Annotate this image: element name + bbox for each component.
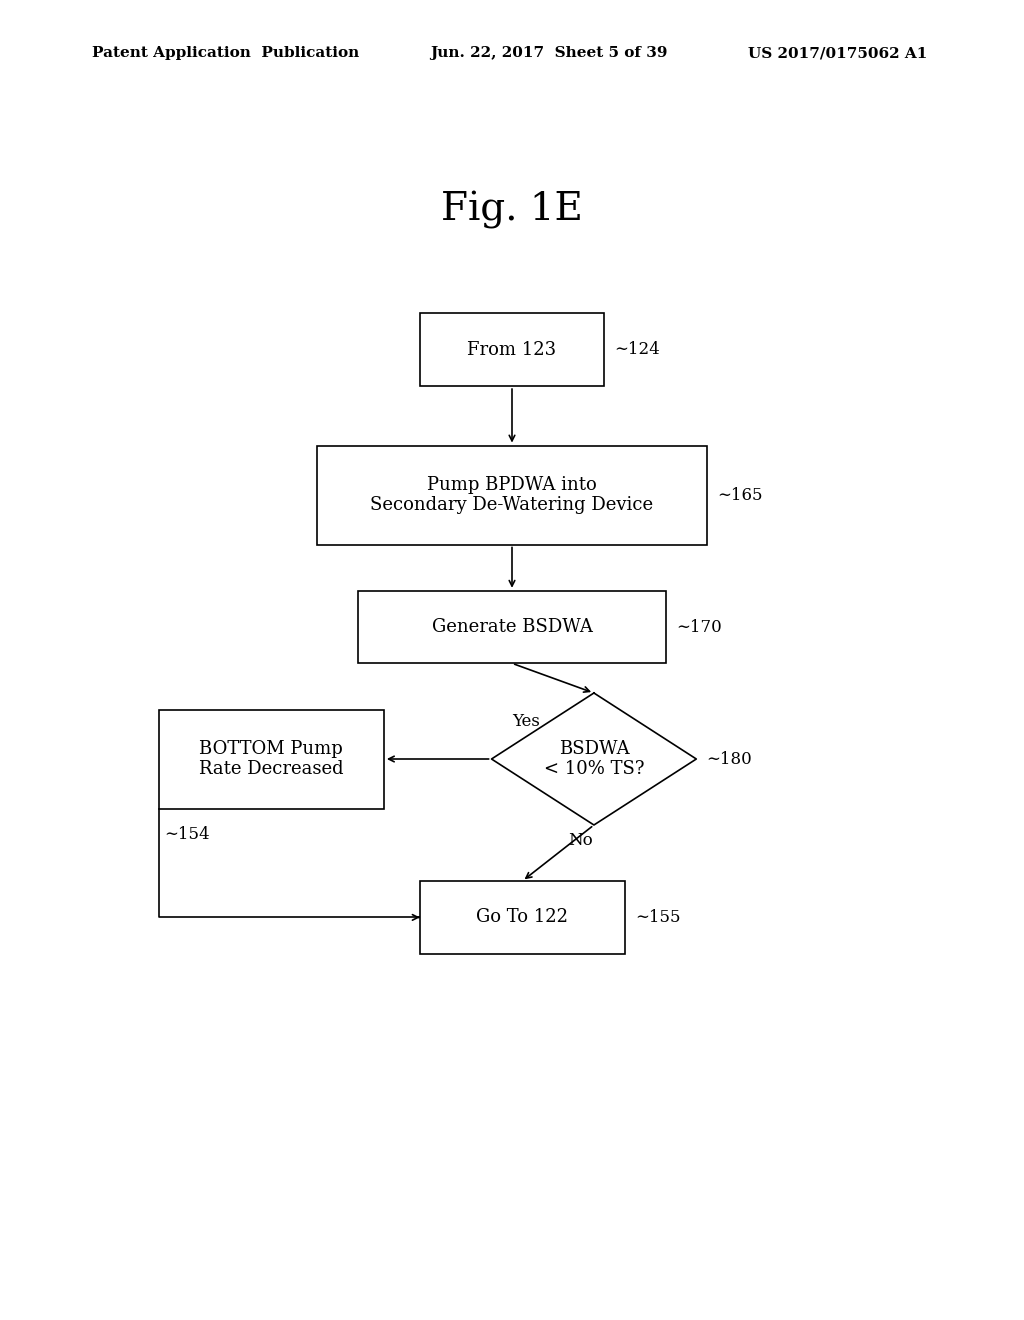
Text: ∼154: ∼154 <box>164 826 210 843</box>
Text: ∼155: ∼155 <box>635 909 680 925</box>
Text: Patent Application  Publication: Patent Application Publication <box>92 46 359 61</box>
FancyBboxPatch shape <box>159 710 384 808</box>
Text: No: No <box>568 832 593 849</box>
Text: Jun. 22, 2017  Sheet 5 of 39: Jun. 22, 2017 Sheet 5 of 39 <box>430 46 668 61</box>
Text: Fig. 1E: Fig. 1E <box>441 191 583 230</box>
Text: ∼124: ∼124 <box>614 342 660 358</box>
Text: Go To 122: Go To 122 <box>476 908 568 927</box>
FancyBboxPatch shape <box>420 882 625 953</box>
Text: ∼165: ∼165 <box>717 487 762 503</box>
Text: Yes: Yes <box>512 713 540 730</box>
Text: BOTTOM Pump
Rate Decreased: BOTTOM Pump Rate Decreased <box>199 739 344 779</box>
Text: US 2017/0175062 A1: US 2017/0175062 A1 <box>748 46 927 61</box>
FancyBboxPatch shape <box>358 591 666 663</box>
Text: From 123: From 123 <box>467 341 557 359</box>
Text: Generate BSDWA: Generate BSDWA <box>431 618 593 636</box>
FancyBboxPatch shape <box>420 313 604 385</box>
Text: Pump BPDWA into
Secondary De-Watering Device: Pump BPDWA into Secondary De-Watering De… <box>371 475 653 515</box>
Text: ∼180: ∼180 <box>707 751 753 767</box>
Text: ∼170: ∼170 <box>676 619 722 635</box>
FancyBboxPatch shape <box>317 446 707 544</box>
Text: BSDWA
< 10% TS?: BSDWA < 10% TS? <box>544 739 644 779</box>
